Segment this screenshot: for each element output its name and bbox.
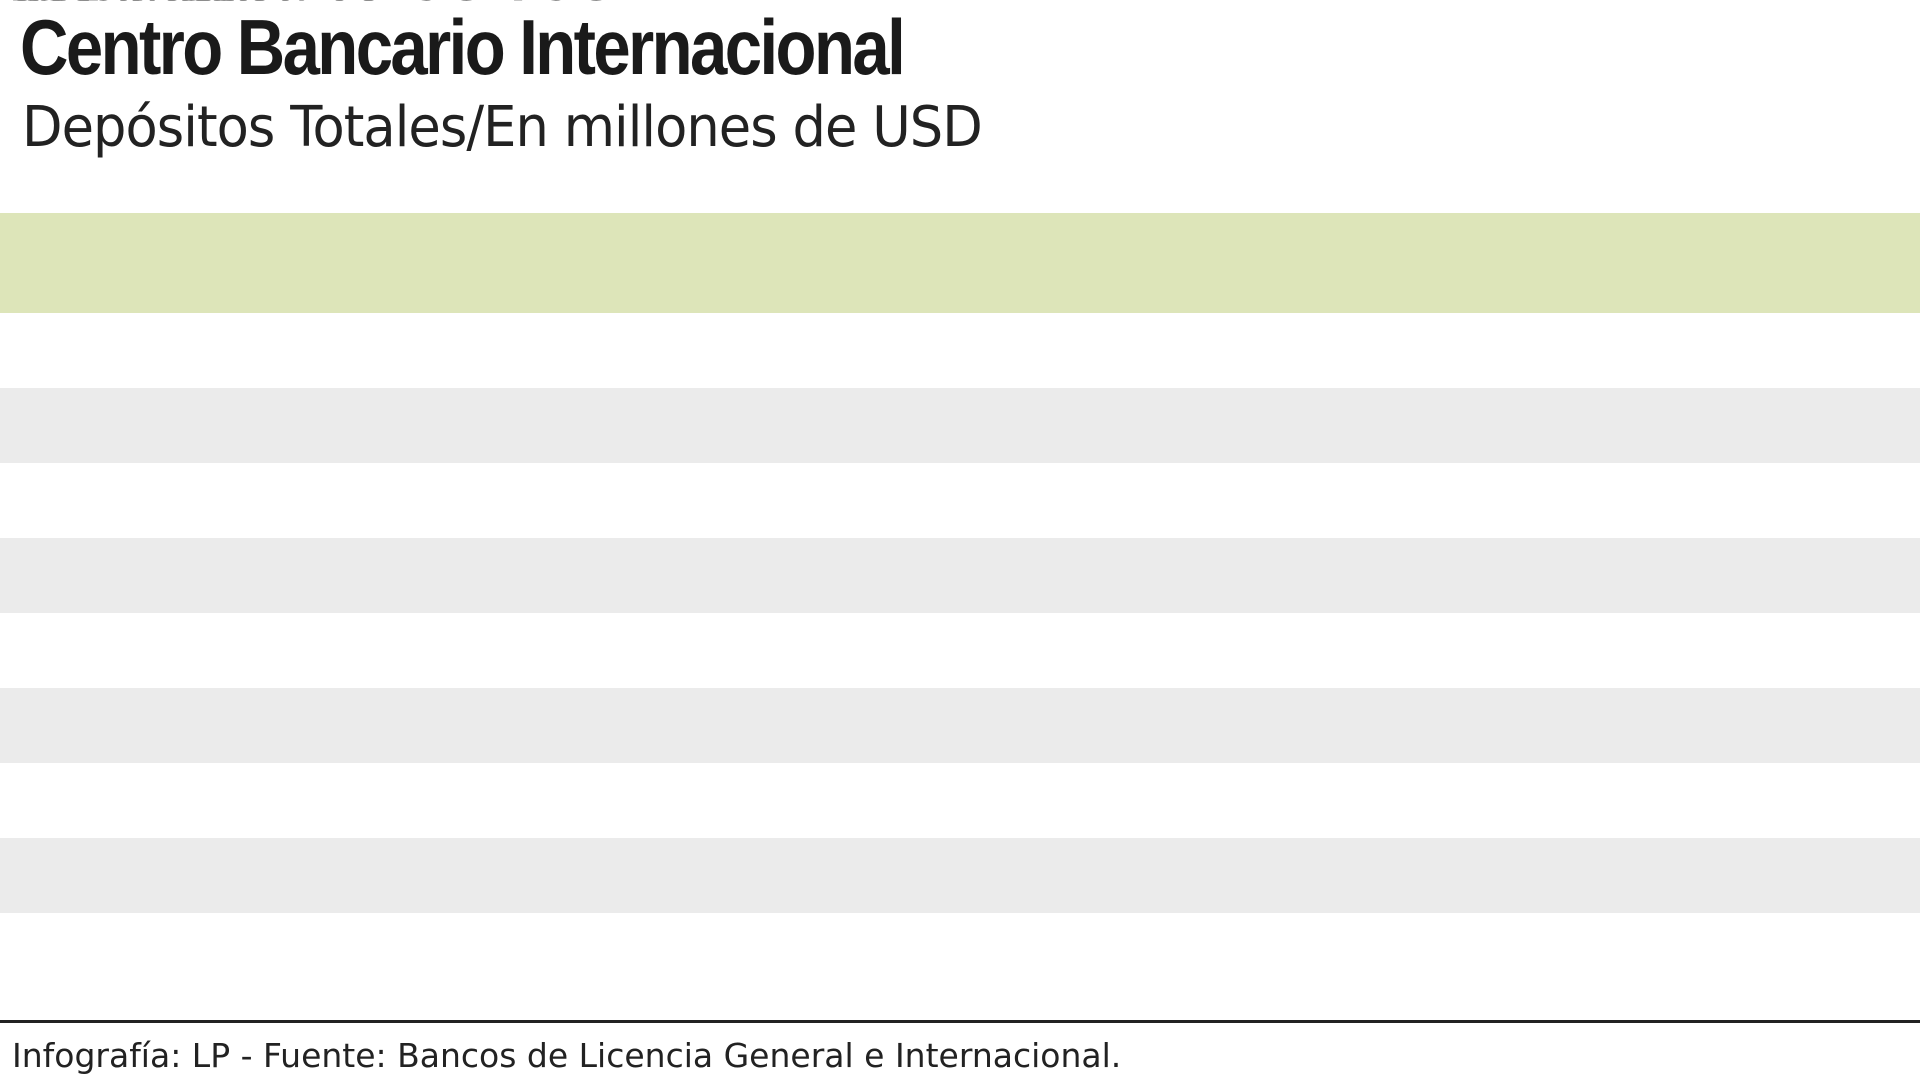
header-1-line2: ABRIL <box>0 0 61 9</box>
row-8-label: De Bancos <box>0 0 274 12</box>
row-4-label: De Bancos <box>0 0 274 12</box>
row-5-label: Externos <box>0 0 240 12</box>
row-0-label: TOTAL DE DEPÓSITOS <box>0 0 615 12</box>
row-band-7 <box>0 838 1920 913</box>
source-note: Infografía: LP - Fuente: Bancos de Licen… <box>12 1036 1122 1075</box>
footer-rule <box>0 1020 1920 1023</box>
header-background <box>0 213 1920 313</box>
row-band-1 <box>0 388 1920 463</box>
header-2-line1: 2026 <box>0 0 47 9</box>
header-3-line2: ABSOLUTA <box>0 0 110 9</box>
header-2-line2: ABRIL <box>0 0 61 9</box>
row-band-3 <box>0 538 1920 613</box>
chart-title: Centro Bancario Internacional <box>20 3 906 91</box>
row-2-label: Oficiales <box>0 0 215 12</box>
deposits-table: CUENTAS2025ABRIL2026ABRILVAR. ABR. 26/ A… <box>0 0 1920 913</box>
row-1-label: Internos <box>0 0 221 12</box>
row-band-5 <box>0 688 1920 763</box>
row-7-label: De Particulares <box>0 0 383 12</box>
header-1-line1: 2025 <box>0 0 47 9</box>
header-4-label: % <box>0 0 19 9</box>
row-6-label: Oficiales <box>0 0 215 12</box>
row-3-label: De Particulares <box>0 0 383 12</box>
header-0-label: CUENTAS <box>0 0 99 9</box>
header-3-line1: VAR. ABR. 26/ ABR. 25 <box>0 0 219 9</box>
chart-subtitle: Depósitos Totales/En millones de USD <box>22 95 983 160</box>
